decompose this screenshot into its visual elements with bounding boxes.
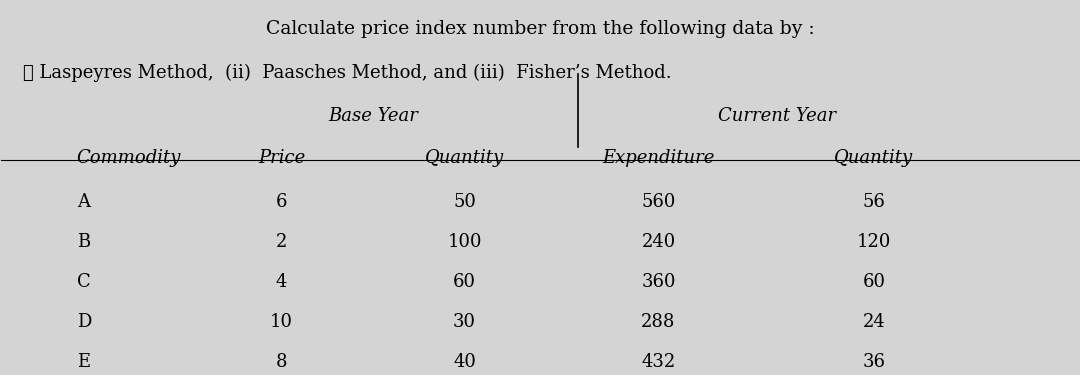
Text: 560: 560 [642, 193, 676, 211]
Text: 240: 240 [642, 233, 676, 251]
Text: 2: 2 [275, 233, 287, 251]
Text: D: D [77, 313, 91, 331]
Text: Expenditure: Expenditure [603, 149, 715, 167]
Text: 432: 432 [642, 353, 676, 371]
Text: A: A [77, 193, 90, 211]
Text: E: E [77, 353, 90, 371]
Text: Quantity: Quantity [835, 149, 914, 167]
Text: 120: 120 [856, 233, 891, 251]
Text: 288: 288 [642, 313, 676, 331]
Text: 10: 10 [270, 313, 293, 331]
Text: 6: 6 [275, 193, 287, 211]
Text: Base Year: Base Year [328, 107, 418, 125]
Text: Calculate price index number from the following data by :: Calculate price index number from the fo… [266, 20, 814, 38]
Text: C: C [77, 273, 91, 291]
Text: 56: 56 [863, 193, 886, 211]
Text: Quantity: Quantity [426, 149, 504, 167]
Text: 8: 8 [275, 353, 287, 371]
Text: 30: 30 [454, 313, 476, 331]
Text: 4: 4 [275, 273, 287, 291]
Text: B: B [77, 233, 90, 251]
Text: ⨸ Laspeyres Method,  (ii)  Paasches Method, and (iii)  Fisher’s Method.: ⨸ Laspeyres Method, (ii) Paasches Method… [23, 63, 672, 82]
Text: 36: 36 [863, 353, 886, 371]
Text: 40: 40 [454, 353, 476, 371]
Text: 60: 60 [863, 273, 886, 291]
Text: 360: 360 [642, 273, 676, 291]
Text: 60: 60 [454, 273, 476, 291]
Text: 100: 100 [447, 233, 482, 251]
Text: Commodity: Commodity [77, 149, 181, 167]
Text: 24: 24 [863, 313, 886, 331]
Text: Price: Price [258, 149, 305, 167]
Text: 50: 50 [454, 193, 476, 211]
Text: Current Year: Current Year [718, 107, 836, 125]
